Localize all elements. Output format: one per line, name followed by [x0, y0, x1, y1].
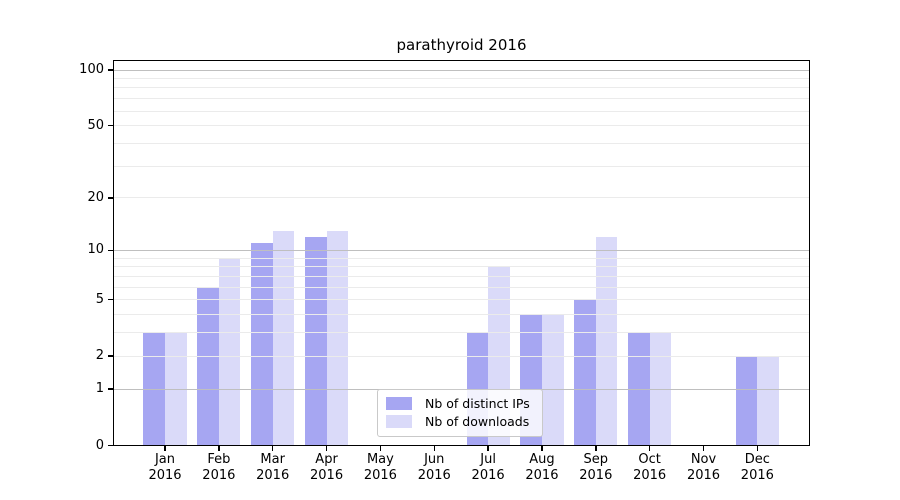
x-tick-label-dec: Dec 2016 [740, 452, 774, 483]
gridline-minor-8 [113, 266, 810, 268]
y-tick-label-1: 1 [95, 381, 104, 397]
legend-label-downloads: Nb of downloads [425, 414, 530, 429]
y-tick-label-20: 20 [87, 189, 104, 205]
legend-entry-distinct-ips: Nb of distinct IPs [386, 396, 534, 411]
y-tick-50 [107, 124, 113, 127]
x-tick-label-jan: Jan 2016 [148, 452, 182, 483]
bar-feb-downloads [218, 258, 241, 446]
x-tick-aug [541, 446, 543, 451]
bar-apr-ips [304, 236, 327, 446]
bar-feb-ips [197, 287, 219, 446]
bar-aug-downloads [541, 314, 564, 446]
y-tick-label-10: 10 [87, 242, 104, 258]
gridline-minor-7 [113, 275, 810, 277]
gridline-major-100 [113, 69, 810, 71]
y-tick-10 [107, 249, 113, 252]
legend-swatch-downloads [386, 415, 412, 428]
gridline-minor-3 [113, 332, 810, 334]
x-tick-nov [702, 446, 705, 451]
legend-entry-downloads: Nb of downloads [386, 414, 534, 429]
gridline-minor-60 [113, 110, 810, 112]
x-tick-apr [325, 446, 328, 451]
legend-label-distinct-ips: Nb of distinct IPs [425, 396, 530, 411]
bar-mar-downloads [272, 230, 295, 446]
x-tick-label-jul: Jul 2016 [471, 452, 505, 483]
gridline-minor-30 [113, 165, 810, 167]
y-tick-label-5: 5 [95, 291, 104, 307]
gridline-major-10 [113, 249, 810, 251]
y-tick-label-100: 100 [79, 62, 104, 77]
gridline-minor-2 [113, 355, 810, 357]
x-tick-label-feb: Feb 2016 [202, 452, 236, 483]
x-tick-label-apr: Apr 2016 [310, 452, 344, 483]
legend-swatch-distinct-ips [386, 397, 412, 410]
gridline-minor-90 [113, 77, 810, 79]
y-tick-2 [107, 355, 113, 357]
y-tick-1 [107, 388, 113, 390]
x-tick-mar [271, 446, 274, 451]
gridline-minor-9 [113, 257, 810, 259]
gridline-minor-6 [113, 286, 810, 288]
y-tick-0 [107, 444, 113, 447]
x-tick-label-nov: Nov 2016 [686, 452, 721, 483]
gridline-minor-70 [113, 98, 810, 100]
x-tick-may [379, 446, 382, 451]
gridline-minor-80 [113, 87, 810, 89]
y-tick-label-50: 50 [87, 117, 104, 133]
y-tick-5 [107, 298, 113, 301]
y-tick-20 [107, 197, 113, 199]
x-tick-label-sep: Sep 2016 [579, 452, 613, 483]
bar-dec-downloads [757, 356, 779, 446]
gridline-minor-40 [113, 142, 810, 144]
x-tick-label-jun: Jun 2016 [417, 452, 451, 483]
x-tick-oct [648, 446, 651, 451]
gridline-minor-50 [113, 125, 810, 127]
bar-mar-ips [251, 243, 273, 446]
chart-title: parathyroid 2016 [396, 36, 527, 54]
gridline-minor-20 [113, 197, 810, 199]
x-tick-dec [756, 446, 759, 451]
y-tick-100 [107, 69, 113, 71]
plot-area: Nb of distinct IPs Nb of downloads [113, 59, 810, 446]
bar-sep-ips [574, 299, 596, 446]
bar-dec-ips [735, 356, 758, 446]
y-tick-label-0: 0 [95, 437, 104, 453]
x-tick-jul [487, 446, 489, 451]
x-tick-label-mar: Mar 2016 [256, 452, 290, 483]
x-tick-label-may: May 2016 [363, 452, 397, 483]
x-tick-jun [433, 446, 435, 451]
y-tick-label-2: 2 [95, 348, 104, 364]
bar-sep-downloads [595, 236, 618, 446]
x-tick-sep [595, 446, 597, 451]
bar-apr-downloads [326, 230, 349, 446]
x-tick-feb [218, 446, 220, 451]
x-tick-label-aug: Aug 2016 [525, 452, 559, 483]
legend: Nb of distinct IPs Nb of downloads [377, 388, 543, 437]
x-tick-label-oct: Oct 2016 [633, 452, 667, 483]
gridline-minor-4 [113, 314, 810, 316]
x-tick-jan [164, 446, 166, 451]
gridline-minor-5 [113, 299, 810, 301]
